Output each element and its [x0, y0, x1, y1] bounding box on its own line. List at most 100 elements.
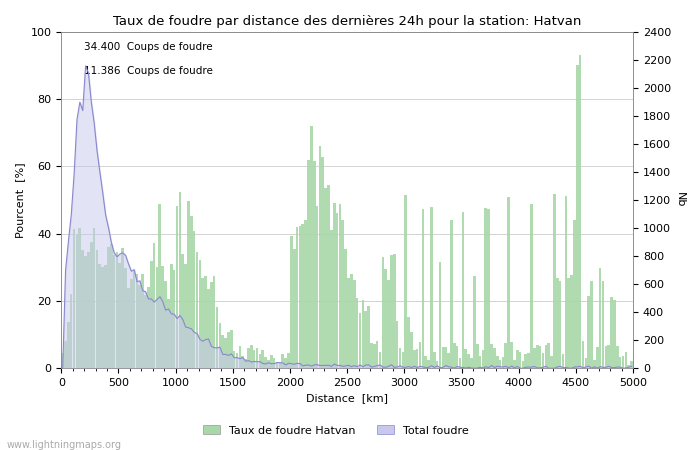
Bar	[216, 307, 218, 368]
Bar	[587, 297, 590, 368]
Bar	[204, 276, 207, 368]
Bar	[461, 212, 464, 368]
Bar	[76, 235, 78, 368]
Bar	[564, 197, 567, 368]
Bar	[310, 126, 313, 368]
Bar	[616, 346, 619, 368]
Bar	[365, 311, 367, 368]
Bar	[368, 306, 370, 368]
Bar	[230, 330, 232, 368]
Bar	[468, 354, 470, 368]
Bar	[121, 248, 124, 368]
Bar	[573, 220, 575, 368]
Bar	[295, 227, 298, 368]
Bar	[155, 267, 158, 368]
Bar	[536, 345, 538, 368]
X-axis label: Distance  [km]: Distance [km]	[306, 393, 388, 404]
Bar	[450, 220, 453, 368]
Bar	[596, 347, 598, 368]
Bar	[499, 360, 501, 368]
Bar	[162, 266, 164, 368]
Bar	[482, 350, 484, 368]
Bar	[358, 313, 361, 368]
Bar	[382, 256, 384, 368]
Bar	[136, 274, 139, 368]
Bar	[470, 358, 473, 368]
Bar	[116, 252, 118, 368]
Bar	[130, 279, 132, 368]
Bar	[610, 297, 613, 368]
Bar	[99, 264, 101, 368]
Bar	[178, 192, 181, 368]
Bar	[113, 255, 116, 368]
Bar	[387, 280, 390, 368]
Bar	[427, 360, 430, 368]
Bar	[510, 342, 513, 368]
Bar	[630, 360, 633, 368]
Bar	[287, 352, 290, 368]
Bar	[218, 323, 221, 368]
Bar	[181, 253, 184, 368]
Bar	[393, 254, 395, 368]
Bar	[158, 203, 161, 368]
Bar	[505, 343, 507, 368]
Bar	[370, 343, 372, 368]
Bar	[284, 358, 287, 368]
Bar	[270, 355, 272, 368]
Title: Taux de foudre par distance des dernières 24h pour la station: Hatvan: Taux de foudre par distance des dernière…	[113, 15, 582, 28]
Bar	[84, 256, 87, 368]
Bar	[430, 207, 433, 368]
Bar	[104, 266, 107, 368]
Bar	[316, 207, 318, 368]
Bar	[250, 345, 253, 368]
Bar	[261, 350, 264, 368]
Bar	[173, 270, 176, 368]
Bar	[330, 230, 332, 368]
Bar	[508, 197, 510, 368]
Bar	[107, 247, 110, 368]
Bar	[302, 224, 304, 368]
Bar	[444, 347, 447, 368]
Bar	[405, 195, 407, 368]
Bar	[313, 162, 316, 368]
Bar	[361, 301, 364, 368]
Bar	[402, 351, 404, 368]
Bar	[164, 281, 167, 368]
Bar	[167, 299, 169, 368]
Bar	[593, 360, 596, 368]
Bar	[627, 365, 630, 368]
Bar	[273, 358, 276, 368]
Bar	[267, 360, 270, 368]
Text: www.lightningmaps.org: www.lightningmaps.org	[7, 440, 122, 450]
Bar	[221, 335, 224, 368]
Bar	[582, 342, 584, 368]
Bar	[324, 188, 327, 368]
Bar	[244, 359, 247, 368]
Bar	[344, 249, 347, 368]
Bar	[547, 343, 550, 368]
Bar	[92, 228, 95, 368]
Bar	[170, 264, 173, 368]
Bar	[524, 354, 527, 368]
Bar	[519, 352, 522, 368]
Bar	[410, 332, 413, 368]
Bar	[373, 344, 376, 368]
Bar	[336, 213, 338, 368]
Bar	[390, 255, 393, 368]
Bar	[202, 278, 204, 368]
Bar	[224, 338, 227, 368]
Bar	[64, 341, 67, 368]
Bar	[347, 278, 350, 368]
Bar	[147, 287, 150, 368]
Bar	[399, 348, 401, 368]
Bar	[124, 269, 127, 368]
Bar	[144, 295, 147, 368]
Bar	[102, 267, 104, 368]
Bar	[110, 244, 113, 368]
Bar	[453, 343, 456, 368]
Bar	[407, 317, 410, 368]
Bar	[584, 359, 587, 368]
Bar	[570, 275, 573, 368]
Bar	[568, 278, 570, 368]
Bar	[590, 280, 593, 368]
